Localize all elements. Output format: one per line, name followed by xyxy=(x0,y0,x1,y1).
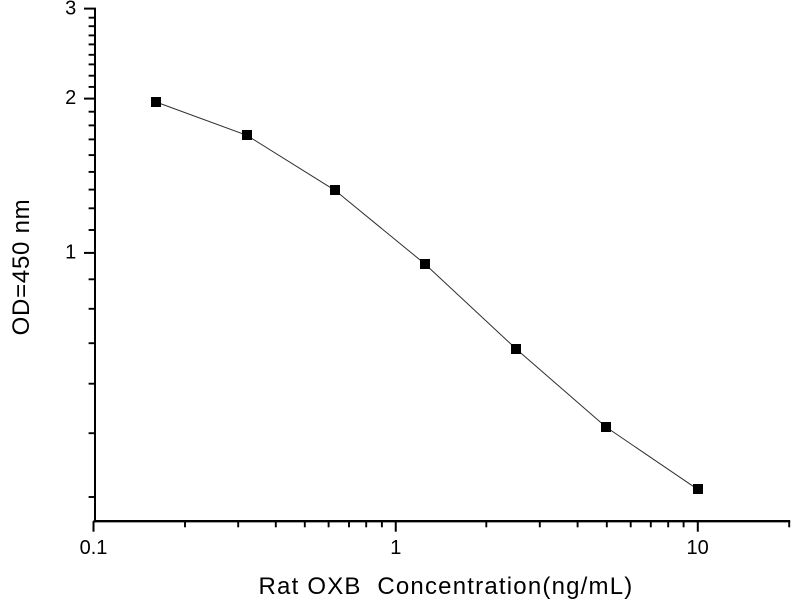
svg-text:2: 2 xyxy=(65,87,76,109)
svg-text:Rat OXB Concentration(ng/mL): Rat OXB Concentration(ng/mL) xyxy=(259,573,634,600)
svg-text:1: 1 xyxy=(390,537,401,559)
svg-text:0.1: 0.1 xyxy=(80,537,108,559)
svg-text:3: 3 xyxy=(65,0,76,20)
svg-text:10: 10 xyxy=(686,537,708,559)
svg-text:1: 1 xyxy=(65,242,76,264)
svg-text:OD=450 nm: OD=450 nm xyxy=(8,199,35,336)
